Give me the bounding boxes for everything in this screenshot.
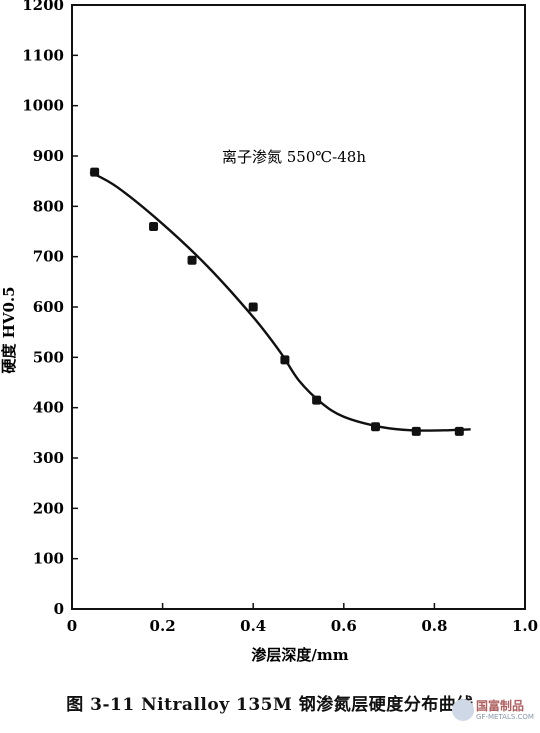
y-tick-label: 900	[33, 147, 64, 165]
y-tick-label: 0	[54, 600, 64, 618]
hardness-chart: 0 100 200 300 400 500 600 700 800 900 1000 1100 1200…	[0, 0, 538, 664]
y-axis-label: 硬度 HV0.5	[0, 286, 18, 373]
x-tick-label: 0.4	[240, 617, 266, 635]
data-point	[280, 355, 290, 365]
x-tick-label: 0.6	[331, 617, 357, 635]
ticks: 0 100 200 300 400 500 600 700 800 900 1000 1100 1200…	[22, 0, 538, 635]
x-axis-label: 渗层深度/mm	[251, 646, 348, 664]
data-point	[411, 426, 421, 436]
axes	[71, 4, 526, 610]
x-tick-label: 0.8	[421, 617, 447, 635]
y-tick-label: 100	[33, 550, 64, 568]
y-tick-label: 1100	[22, 46, 64, 64]
watermark-text: 国富制品	[476, 699, 525, 713]
x-tick-label: 0	[67, 617, 77, 635]
x-tick-label: 1.0	[512, 617, 538, 635]
y-tick-label: 800	[33, 197, 64, 215]
x-tick-label: 0.2	[150, 617, 176, 635]
y-tick-label: 200	[33, 499, 64, 517]
logo-icon	[452, 699, 474, 721]
fitted-curve	[89, 171, 471, 432]
data-point	[312, 395, 322, 405]
y-tick-label: 300	[33, 449, 64, 467]
watermark-logo: 国富制品 GF-METALS.COM	[452, 697, 534, 727]
data-point	[90, 167, 100, 177]
y-tick-label: 1200	[22, 0, 64, 14]
figure-caption: 图 3-11 Nitralloy 135M 钢渗氮层硬度分布曲线	[66, 695, 474, 715]
y-tick-label: 700	[33, 248, 64, 266]
data-point	[187, 255, 197, 265]
data-point	[248, 302, 258, 312]
y-tick-label: 600	[33, 298, 64, 316]
fitted-curve-layer	[89, 171, 471, 432]
plot-frame	[71, 4, 526, 610]
data-point	[454, 426, 464, 436]
data-point	[149, 221, 159, 231]
watermark-subtext: GF-METALS.COM	[476, 713, 534, 721]
data-points-layer	[90, 167, 464, 436]
y-tick-label: 400	[33, 399, 64, 417]
y-tick-label: 1000	[22, 97, 64, 115]
data-point	[371, 422, 381, 432]
annotation-label: 离子渗氮 550℃-48h	[222, 148, 366, 166]
y-tick-label: 500	[33, 348, 64, 366]
